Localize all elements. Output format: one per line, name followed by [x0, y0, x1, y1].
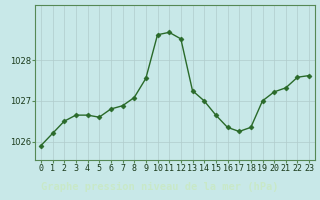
Text: Graphe pression niveau de la mer (hPa): Graphe pression niveau de la mer (hPa): [41, 182, 279, 192]
